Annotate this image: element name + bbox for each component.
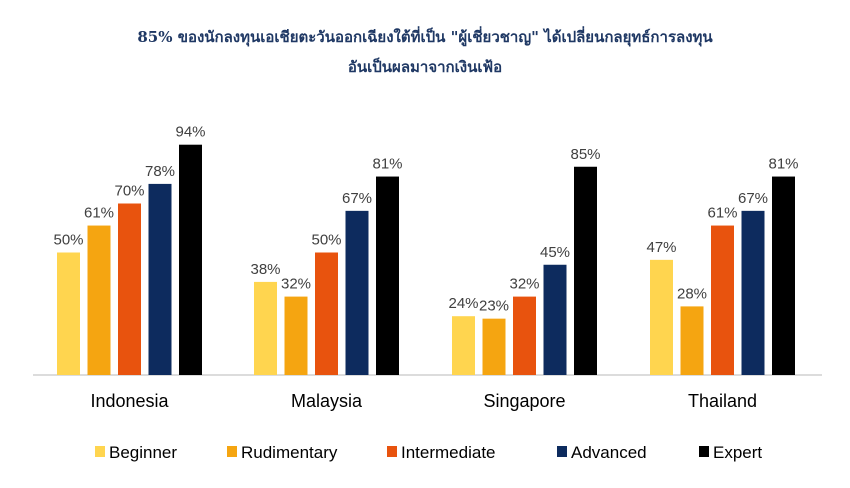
data-label-indonesia-intermediate: 70% xyxy=(114,183,144,200)
data-label-malaysia-expert: 81% xyxy=(372,156,402,173)
data-label-singapore-rudimentary: 23% xyxy=(479,298,509,315)
legend-swatch-expert xyxy=(699,446,709,457)
bars-group: 50%61%70%78%94%38%32%50%67%81%24% 23%32%4… xyxy=(53,124,799,375)
bar-malaysia-expert xyxy=(376,176,399,375)
legend-swatch-rudimentary xyxy=(227,446,237,457)
data-label-thailand-advanced: 67% xyxy=(738,190,768,207)
bar-malaysia-intermediate xyxy=(315,252,338,375)
data-label-indonesia-beginner: 50% xyxy=(53,232,83,249)
legend-label-beginner: Beginner xyxy=(109,443,177,462)
bar-singapore-expert xyxy=(574,166,597,375)
legend: Beginner Rudimentary Intermediate Advanced E… xyxy=(95,443,762,462)
legend-swatch-intermediate xyxy=(387,446,397,457)
data-label-malaysia-advanced: 67% xyxy=(342,190,372,207)
chart-title-line-2: อันเป็นผลมาจากเงินเฟ้อ xyxy=(347,58,503,76)
bar-thailand-advanced xyxy=(741,210,765,375)
bar-thailand-rudimentary xyxy=(680,306,704,375)
data-label-singapore-advanced: 45% xyxy=(540,244,570,261)
bar-singapore-advanced xyxy=(543,264,567,375)
bar-thailand-beginner xyxy=(650,259,673,375)
bar-singapore-intermediate xyxy=(513,296,536,375)
legend-label-intermediate: Intermediate xyxy=(401,443,496,462)
data-label-indonesia-rudimentary: 61% xyxy=(84,205,114,222)
data-label-thailand-expert: 81% xyxy=(768,156,798,173)
legend-label-advanced: Advanced xyxy=(571,443,647,462)
category-label-malaysia: Malaysia xyxy=(291,391,363,411)
bar-indonesia-expert xyxy=(179,144,202,375)
bar-indonesia-rudimentary xyxy=(87,225,111,375)
bar-thailand-intermediate xyxy=(711,225,734,375)
legend-label-rudimentary: Rudimentary xyxy=(241,443,338,462)
chart-title-line-1: 85% ของนักลงทุนเอเชียตะวันออกเฉียงใต้ที่… xyxy=(137,28,713,46)
data-label-thailand-beginner: 47% xyxy=(646,239,676,256)
chart-title: 85% ของนักลงทุนเอเชียตะวันออกเฉียงใต้ที่… xyxy=(0,22,850,82)
data-label-malaysia-intermediate: 50% xyxy=(311,232,341,249)
data-label-indonesia-expert: 94% xyxy=(175,124,205,141)
bar-singapore-rudimentary xyxy=(482,318,506,375)
bar-thailand-expert xyxy=(772,176,795,375)
data-label-singapore-beginner: 24% xyxy=(448,295,478,312)
bar-indonesia-beginner xyxy=(57,252,80,375)
category-label-indonesia: Indonesia xyxy=(90,391,169,411)
data-label-thailand-rudimentary: 28% xyxy=(677,285,707,302)
category-label-singapore: Singapore xyxy=(483,391,565,411)
data-label-malaysia-beginner: 38% xyxy=(250,261,280,278)
bar-singapore-beginner xyxy=(452,316,475,375)
legend-swatch-beginner xyxy=(95,446,105,457)
data-label-indonesia-advanced: 78% xyxy=(145,163,175,180)
bar-indonesia-advanced xyxy=(148,183,172,375)
data-label-singapore-intermediate: 32% xyxy=(509,276,539,293)
legend-label-expert: Expert xyxy=(713,443,762,462)
bar-malaysia-beginner xyxy=(254,281,277,375)
data-label-thailand-intermediate: 61% xyxy=(707,205,737,222)
bar-malaysia-advanced xyxy=(345,210,369,375)
bar-malaysia-rudimentary xyxy=(284,296,308,375)
category-label-thailand: Thailand xyxy=(688,391,757,411)
data-label-malaysia-rudimentary: 32% xyxy=(281,276,311,293)
bar-indonesia-intermediate xyxy=(118,203,141,375)
legend-swatch-advanced xyxy=(557,446,567,457)
category-labels: Indonesia Malaysia Singapore Thailand xyxy=(90,391,757,411)
data-label-singapore-expert: 85% xyxy=(570,146,600,163)
